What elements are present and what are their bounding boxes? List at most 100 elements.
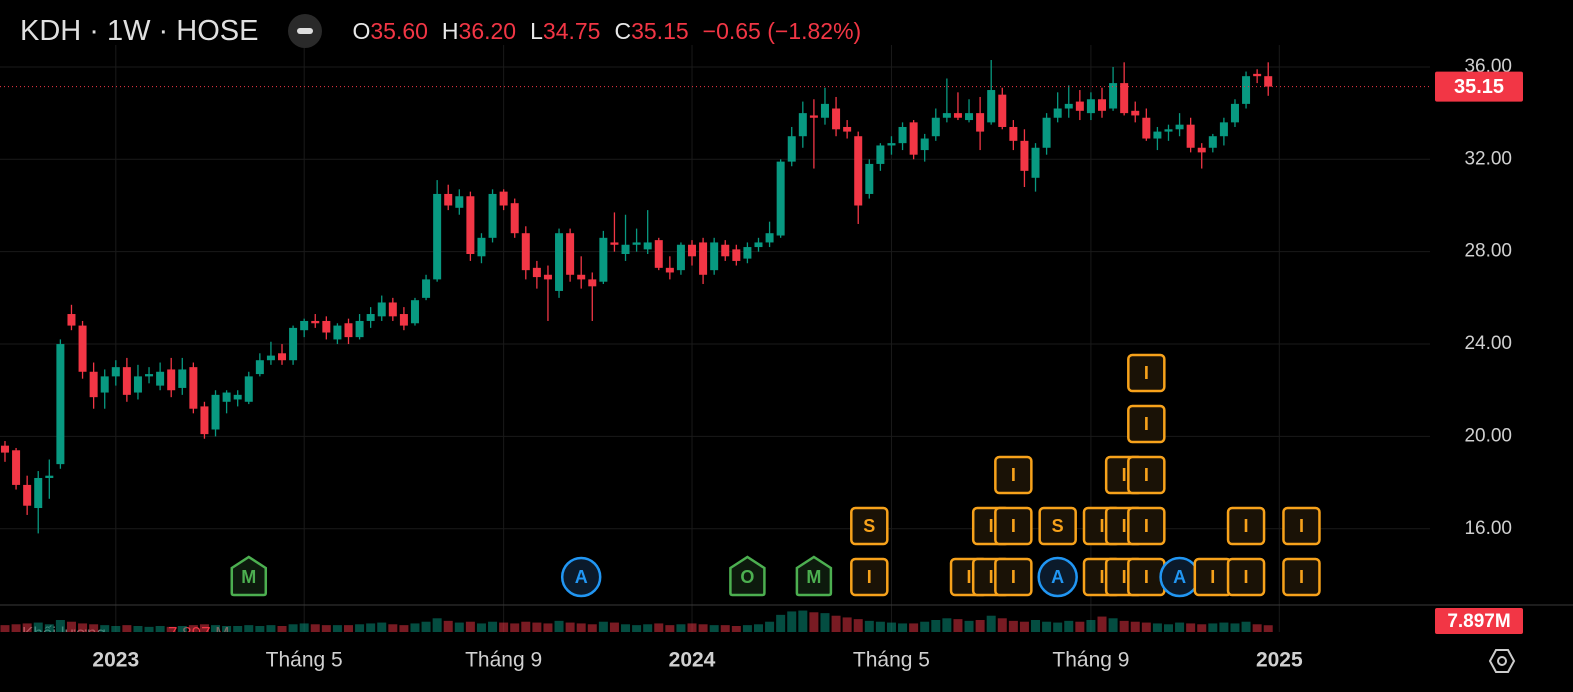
volume-bar: [931, 620, 941, 632]
candle-body: [433, 193, 442, 280]
volume-bar: [310, 624, 320, 632]
volume-bar: [332, 625, 342, 632]
volume-bar: [1086, 620, 1096, 632]
settings-icon-center: [1497, 656, 1507, 666]
candle-body: [765, 233, 774, 243]
volume-bar: [565, 622, 575, 632]
candle-body: [1253, 73, 1262, 77]
candle-body: [289, 327, 298, 361]
volume-bar: [532, 622, 542, 632]
event-marker: [560, 556, 602, 598]
candle-body: [222, 392, 231, 402]
candle-body: [255, 360, 264, 375]
volume-bar: [11, 624, 21, 632]
event-label: I: [1299, 516, 1304, 536]
candle-body: [1064, 103, 1073, 109]
candle-body: [931, 117, 940, 137]
volume-bar: [964, 620, 974, 632]
settings-button[interactable]: [1488, 649, 1516, 673]
event-marker: [1127, 404, 1166, 444]
candle-body: [876, 145, 885, 164]
volume-bar: [953, 619, 963, 632]
volume-bar: [997, 618, 1007, 632]
volume-bar: [410, 623, 420, 632]
volume-bar: [476, 623, 486, 632]
volume-bar: [1053, 622, 1063, 632]
volume-bar: [343, 625, 353, 632]
event-label: I: [1011, 465, 1016, 485]
event-marker: [1226, 557, 1266, 597]
volume-bar: [787, 611, 797, 632]
volume-bar: [22, 623, 32, 632]
high-label: H: [441, 17, 459, 44]
low-label: L: [530, 17, 543, 44]
y-tick-label: 20.00: [1464, 425, 1512, 446]
candle-body: [854, 136, 863, 206]
event-label: I: [1244, 567, 1249, 587]
volume-bar: [731, 626, 741, 632]
candle-body: [1219, 122, 1228, 137]
candle-body: [588, 279, 597, 287]
candle-body: [355, 320, 364, 338]
close-value: 35.15: [631, 17, 689, 44]
candle-body: [998, 94, 1007, 127]
candle-body: [721, 244, 730, 257]
open-value: 35.60: [370, 17, 428, 44]
event-marker: [795, 555, 833, 597]
event-label: A: [1173, 567, 1186, 587]
change-value: −0.65 (−1.82%): [702, 17, 862, 44]
volume-bar: [1008, 620, 1018, 632]
volume-bar: [155, 626, 165, 632]
candle-body: [577, 274, 586, 280]
volume-bar: [621, 624, 631, 632]
low-value: 34.75: [542, 17, 601, 44]
y-tick-label: 16.00: [1464, 518, 1512, 539]
candle-body: [133, 376, 142, 393]
volume-bar: [1241, 621, 1251, 632]
candle-body: [1208, 136, 1217, 148]
event-label: I: [989, 567, 994, 587]
candle-body: [488, 193, 497, 238]
candle-body: [377, 302, 386, 317]
last-volume-tag: [1435, 608, 1523, 634]
volume-bar: [266, 625, 276, 632]
candle-body: [211, 394, 220, 430]
volume-bar: [222, 626, 232, 632]
candle-body: [743, 247, 752, 259]
volume-bar: [66, 621, 76, 632]
collapse-button[interactable]: [288, 14, 323, 48]
candle-body: [1042, 117, 1051, 148]
candle-body: [1075, 101, 1084, 111]
volume-bar: [986, 615, 996, 632]
candle-body: [787, 136, 796, 162]
candle-body: [178, 369, 187, 388]
candle-body: [244, 376, 253, 402]
volume-bar: [133, 626, 143, 632]
candle-body: [599, 237, 608, 282]
x-tick-label: Tháng 5: [266, 649, 343, 672]
event-label: A: [1051, 567, 1064, 587]
volume-bar: [89, 624, 99, 632]
volume-bar: [521, 621, 531, 632]
volume-bar: [920, 621, 930, 632]
candle-body: [1086, 99, 1095, 114]
candle-body: [1020, 140, 1029, 171]
volume-bar: [111, 626, 121, 632]
event-label: S: [863, 516, 875, 536]
event-marker: [1282, 506, 1321, 546]
candle-body: [1164, 129, 1173, 132]
volume-bar: [842, 617, 852, 632]
candle-body: [266, 355, 275, 361]
event-marker: [729, 555, 766, 597]
volume-bar: [909, 623, 919, 632]
volume-bar: [166, 626, 176, 632]
candle-body: [1131, 110, 1140, 116]
volume-bar: [1263, 625, 1273, 632]
volume-bar: [33, 622, 43, 632]
candle-body: [887, 143, 896, 146]
candle-body: [521, 233, 530, 271]
volume-bar: [1042, 621, 1052, 632]
candle-body: [909, 122, 918, 155]
candle-body: [832, 108, 841, 130]
